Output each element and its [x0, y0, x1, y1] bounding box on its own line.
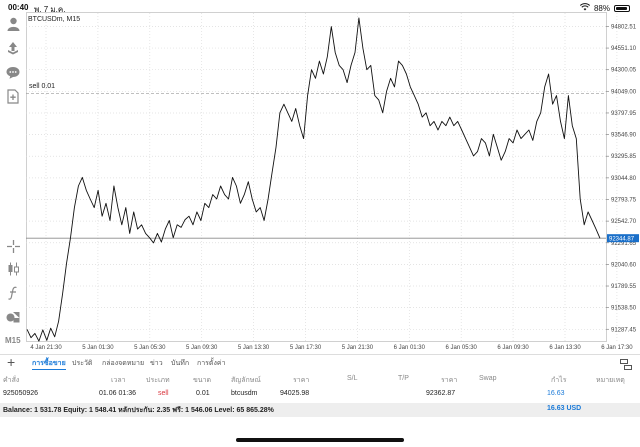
chat-icon[interactable]	[5, 64, 21, 80]
timeframe-label[interactable]: M15	[5, 336, 21, 345]
col-time: เวลา	[111, 377, 126, 384]
new-order-icon[interactable]	[5, 88, 21, 104]
order-id: 925050926	[3, 390, 39, 397]
y-tick-label: 91287.45	[611, 327, 637, 333]
objects-icon[interactable]	[5, 308, 21, 324]
y-tick-label: 93546.90	[611, 133, 637, 139]
y-tick-label: 92542.70	[611, 219, 637, 225]
x-tick-label: 5 Jan 09:30	[186, 345, 218, 351]
y-tick-label: 92793.75	[611, 197, 637, 203]
battery-percent: 88%	[593, 3, 610, 13]
x-tick-label: 6 Jan 01:30	[394, 345, 426, 351]
col-type: ประเภท	[146, 377, 170, 384]
y-tick-label: 93797.95	[611, 111, 637, 117]
y-tick-label: 92291.65	[611, 241, 637, 247]
sell-line-label[interactable]: sell 0.01	[29, 83, 56, 90]
x-tick-label: 4 Jan 21:30	[30, 345, 62, 351]
status-bar: 00:40 พ. 7 ม.ค. 88%	[0, 0, 640, 14]
current-price-badge	[607, 234, 639, 243]
y-tick-label: 93044.80	[611, 176, 637, 182]
y-tick-label: 94049.00	[611, 89, 637, 95]
status-time: 00:40	[8, 3, 29, 12]
tab-news[interactable]: ข่าว	[150, 360, 163, 367]
add-icon[interactable]: +	[7, 354, 16, 370]
status-date: พ. 7 ม.ค.	[34, 5, 66, 14]
left-toolbar: M15	[0, 14, 26, 352]
chart-area[interactable]: 4 Jan 21:30 5 Jan 01:30 5 Jan 05:30 5 Jan 0…	[26, 12, 640, 354]
order-time: 01.06 01:36	[99, 390, 136, 397]
y-tick-label: 93295.85	[611, 154, 637, 160]
order-symbol: btcusdm	[231, 390, 258, 397]
status-right: 88%	[579, 3, 630, 13]
col-open-price: ราคา	[293, 377, 310, 384]
x-tick-label: 5 Jan 13:30	[238, 345, 270, 351]
table-row[interactable]: 925050926 01.06 01:36 sell 0.01 btcusdm …	[0, 388, 640, 402]
order-profit: 16.63	[547, 390, 565, 397]
chart-symbol-label: BTCUSDm, M15	[28, 16, 81, 23]
col-tp: T/P	[398, 375, 409, 382]
x-tick-label: 5 Jan 17:30	[290, 345, 322, 351]
col-swap: Swap	[479, 375, 497, 382]
tab-trade[interactable]: การซื้อขาย	[32, 358, 66, 370]
indicator-icon[interactable]	[5, 285, 21, 301]
tab-mailbox[interactable]: กล่องจดหมาย	[102, 360, 145, 367]
x-tick-label: 5 Jan 21:30	[342, 345, 374, 351]
order-type: sell	[158, 390, 169, 397]
tab-history[interactable]: ประวัติ	[72, 360, 93, 367]
order-current-price: 92362.87	[426, 390, 456, 397]
y-tick-label: 91789.55	[611, 284, 637, 290]
y-tick-label: 94802.51	[611, 24, 637, 30]
col-price: ราคา	[441, 377, 458, 384]
tab-settings[interactable]: การตั้งค่า	[197, 360, 226, 367]
order-size: 0.01	[196, 390, 210, 397]
y-tick-label: 94300.05	[611, 68, 637, 74]
x-tick-label: 5 Jan 05:30	[134, 345, 166, 351]
battery-icon	[614, 4, 630, 12]
col-sl: S/L	[347, 375, 358, 382]
plot-frame	[26, 12, 607, 342]
col-comment: หมายเหตุ	[596, 377, 625, 384]
y-tick-label: 94551.10	[611, 46, 637, 52]
price-chart[interactable]: 4 Jan 21:30 5 Jan 01:30 5 Jan 05:30 5 Jan 0…	[26, 12, 640, 354]
x-tick-label: 5 Jan 01:30	[82, 345, 114, 351]
home-indicator[interactable]	[236, 438, 404, 442]
y-tick-label: 92040.60	[611, 262, 637, 268]
user-icon[interactable]	[5, 16, 21, 32]
battery-fill	[616, 6, 627, 10]
col-size: ขนาด	[193, 377, 212, 384]
wifi-icon	[579, 3, 591, 13]
y-tick-label: 91538.50	[611, 306, 637, 312]
x-tick-label: 6 Jan 13:30	[549, 345, 581, 351]
col-order: คำสั่ง	[3, 377, 20, 384]
x-tick-label: 6 Jan 17:30	[601, 345, 633, 351]
balance-summary: Balance: 1 531.78 Equity: 1 548.41 หลักป…	[3, 407, 274, 414]
order-open-price: 94025.98	[280, 390, 310, 397]
total-profit: 16.63 USD	[547, 405, 582, 412]
price-series-line	[26, 17, 601, 342]
bottom-tabs-bar: + การซื้อขาย ประวัติ กล่องจดหมาย ข่าว บั…	[0, 354, 640, 370]
current-price-label: 92344.87	[609, 236, 635, 242]
tab-journal[interactable]: บันทึก	[171, 360, 190, 367]
col-profit: กำไร	[551, 377, 567, 384]
col-symbol: สัญลักษณ์	[231, 377, 261, 384]
account-balance-bar: Balance: 1 531.78 Equity: 1 548.41 หลักป…	[0, 403, 640, 417]
trade-icon[interactable]	[5, 40, 21, 56]
x-tick-label: 6 Jan 09:30	[497, 345, 529, 351]
candles-icon[interactable]	[5, 261, 21, 277]
x-tick-label: 6 Jan 05:30	[446, 345, 478, 351]
crosshair-icon[interactable]	[5, 238, 21, 254]
positions-table-header: คำสั่ง เวลา ประเภท ขนาด สัญลักษณ์ ราคา S…	[0, 373, 640, 387]
panel-layout-icon[interactable]	[620, 357, 632, 375]
